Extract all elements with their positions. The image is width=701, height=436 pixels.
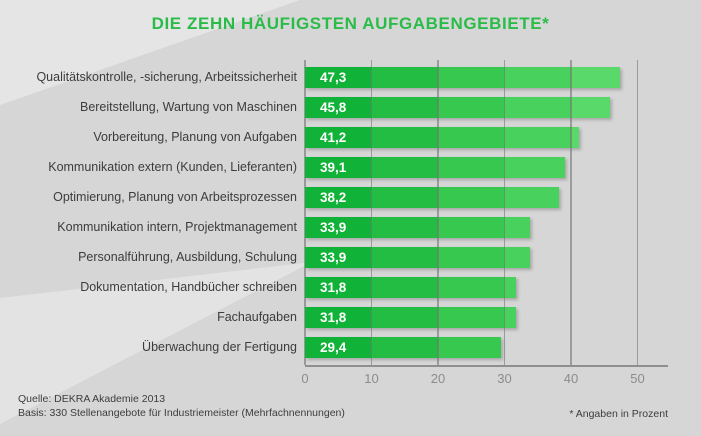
chart-title: DIE ZEHN HÄUFIGSTEN AUFGABENGEBIETE* (151, 14, 550, 33)
category-label: Bereitstellung, Wartung von Maschinen (79, 100, 297, 114)
bar: 33,9 (305, 217, 531, 238)
x-tick-label: 40 (563, 371, 579, 386)
bar: 47,3 (305, 67, 620, 88)
category-label: Kommunikation extern (Kunden, Lieferante… (48, 160, 297, 174)
bar-value-label: 33,9 (320, 220, 347, 235)
bar: 31,8 (305, 307, 517, 328)
percent-note: * Angaben in Prozent (569, 408, 668, 420)
source-line-1: Quelle: DEKRA Akademie 2013 (18, 393, 166, 405)
bar-value-label: 31,8 (320, 280, 347, 295)
bar-value-label: 45,8 (320, 100, 347, 115)
bar-value-label: 33,9 (320, 250, 347, 265)
bar-value-label: 39,1 (320, 160, 347, 175)
bar: 31,8 (305, 277, 517, 298)
category-label: Qualitätskontrolle, -sicherung, Arbeitss… (36, 70, 297, 84)
category-label: Vorbereitung, Planung von Aufgaben (93, 130, 297, 144)
category-labels-column: Qualitätskontrolle, -sicherung, Arbeitss… (0, 60, 297, 365)
category-label: Fachaufgaben (217, 310, 297, 324)
bar-value-label: 38,2 (320, 190, 347, 205)
bar: 39,1 (305, 157, 565, 178)
x-tick-label: 0 (301, 371, 309, 386)
category-label: Optimierung, Planung von Arbeitsprozesse… (53, 190, 297, 204)
bar: 38,2 (305, 187, 560, 208)
x-tick-label: 20 (430, 371, 446, 386)
gridline-10 (370, 60, 373, 365)
gridline-20 (437, 60, 439, 365)
bar-value-label: 29,4 (320, 340, 347, 355)
x-tick-label: 50 (630, 371, 645, 386)
bar: 41,2 (305, 127, 579, 148)
category-label: Personalführung, Ausbildung, Schulung (78, 250, 297, 264)
bar: 29,4 (305, 337, 501, 358)
category-label: Kommunikation intern, Projektmanagement (57, 220, 297, 234)
gridline-50 (636, 60, 639, 365)
x-tick-label: 10 (364, 371, 379, 386)
plot-area: 47,3 45,8 41,2 39,1 38,2 33,9 33,9 31,8 31,8 29,4… (301, 60, 668, 386)
source-note: Quelle: DEKRA Akademie 2013 Basis: 330 S… (18, 392, 345, 420)
gridline-0 (304, 60, 306, 365)
bar-value-label: 41,2 (320, 130, 347, 145)
source-line-2: Basis: 330 Stellenangebote für Industrie… (18, 407, 345, 419)
gridline-40 (570, 60, 572, 365)
bar: 45,8 (305, 97, 610, 118)
bar-value-label: 47,3 (320, 70, 347, 85)
bar: 33,9 (305, 247, 531, 268)
category-label: Dokumentation, Handbücher schreiben (80, 280, 297, 294)
bar-value-label: 31,8 (320, 310, 347, 325)
x-tick-label: 30 (497, 371, 512, 386)
gridline-30 (503, 60, 506, 365)
category-label: Überwachung der Fertigung (142, 340, 297, 354)
